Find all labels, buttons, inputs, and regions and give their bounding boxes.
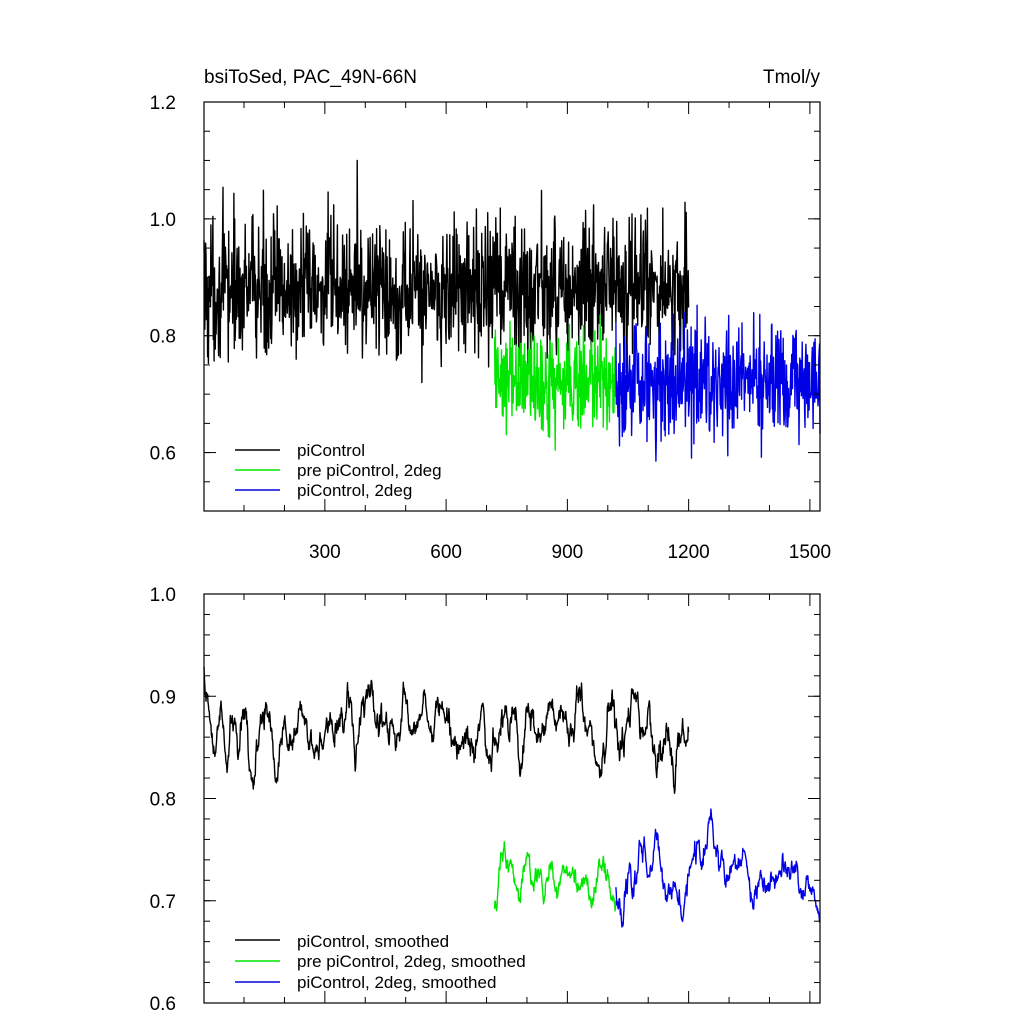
series-line-0 bbox=[203, 666, 690, 794]
y-tick-labels: 0.6 0.7 0.8 0.9 1.0 bbox=[150, 585, 176, 1015]
series-line-1 bbox=[493, 841, 617, 912]
y-tick-label: 0.8 bbox=[150, 790, 176, 811]
x-tick-label: 1200 bbox=[667, 542, 709, 563]
legend-label: piControl, 2deg, smoothed bbox=[297, 973, 496, 992]
legend-label: piControl bbox=[297, 441, 365, 460]
chart-units-label: Tmol/y bbox=[763, 67, 821, 88]
y-tick-label: 1.0 bbox=[150, 210, 176, 231]
y-tick-label: 0.9 bbox=[150, 687, 176, 708]
legend-label: pre piControl, 2deg, smoothed bbox=[297, 952, 526, 971]
chart-panel-bottom: 0.6 0.7 0.8 0.9 1.0 piControl, smoothed pre … bbox=[150, 585, 821, 1015]
y-tick-label: 0.6 bbox=[150, 444, 176, 465]
chart-title-left: bsiToSed, PAC_49N-66N bbox=[204, 67, 417, 88]
legend-label: piControl, smoothed bbox=[297, 932, 449, 951]
x-tick-label: 600 bbox=[430, 542, 462, 563]
legend-label: piControl, 2deg bbox=[297, 481, 412, 500]
series-line-2 bbox=[615, 304, 821, 462]
legend-label: pre piControl, 2deg bbox=[297, 461, 442, 480]
chart-panel-top: bsiToSed, PAC_49N-66N Tmol/y 0.6 0.8 1.0 1.… bbox=[150, 67, 831, 563]
series-line-2 bbox=[615, 808, 821, 928]
x-tick-label: 900 bbox=[552, 542, 584, 563]
series-line-0 bbox=[203, 159, 690, 384]
y-tick-label: 0.7 bbox=[150, 892, 176, 913]
series-line-1 bbox=[493, 314, 617, 451]
y-tick-label: 0.6 bbox=[150, 994, 176, 1015]
axis-ticks bbox=[204, 101, 820, 511]
axis-ticks bbox=[204, 593, 820, 1004]
y-tick-label: 1.0 bbox=[150, 585, 176, 606]
y-tick-label: 0.8 bbox=[150, 327, 176, 348]
x-tick-label: 300 bbox=[309, 542, 341, 563]
y-tick-labels: 0.6 0.8 1.0 1.2 bbox=[150, 93, 176, 465]
legend: piControl pre piControl, 2deg piControl,… bbox=[235, 441, 442, 500]
series-group bbox=[203, 666, 821, 928]
series-group bbox=[203, 159, 821, 462]
x-tick-labels: 300 600 900 1200 1500 bbox=[309, 542, 831, 563]
legend: piControl, smoothed pre piControl, 2deg,… bbox=[235, 932, 526, 992]
y-tick-label: 1.2 bbox=[150, 93, 176, 114]
x-tick-label: 1500 bbox=[789, 542, 831, 563]
